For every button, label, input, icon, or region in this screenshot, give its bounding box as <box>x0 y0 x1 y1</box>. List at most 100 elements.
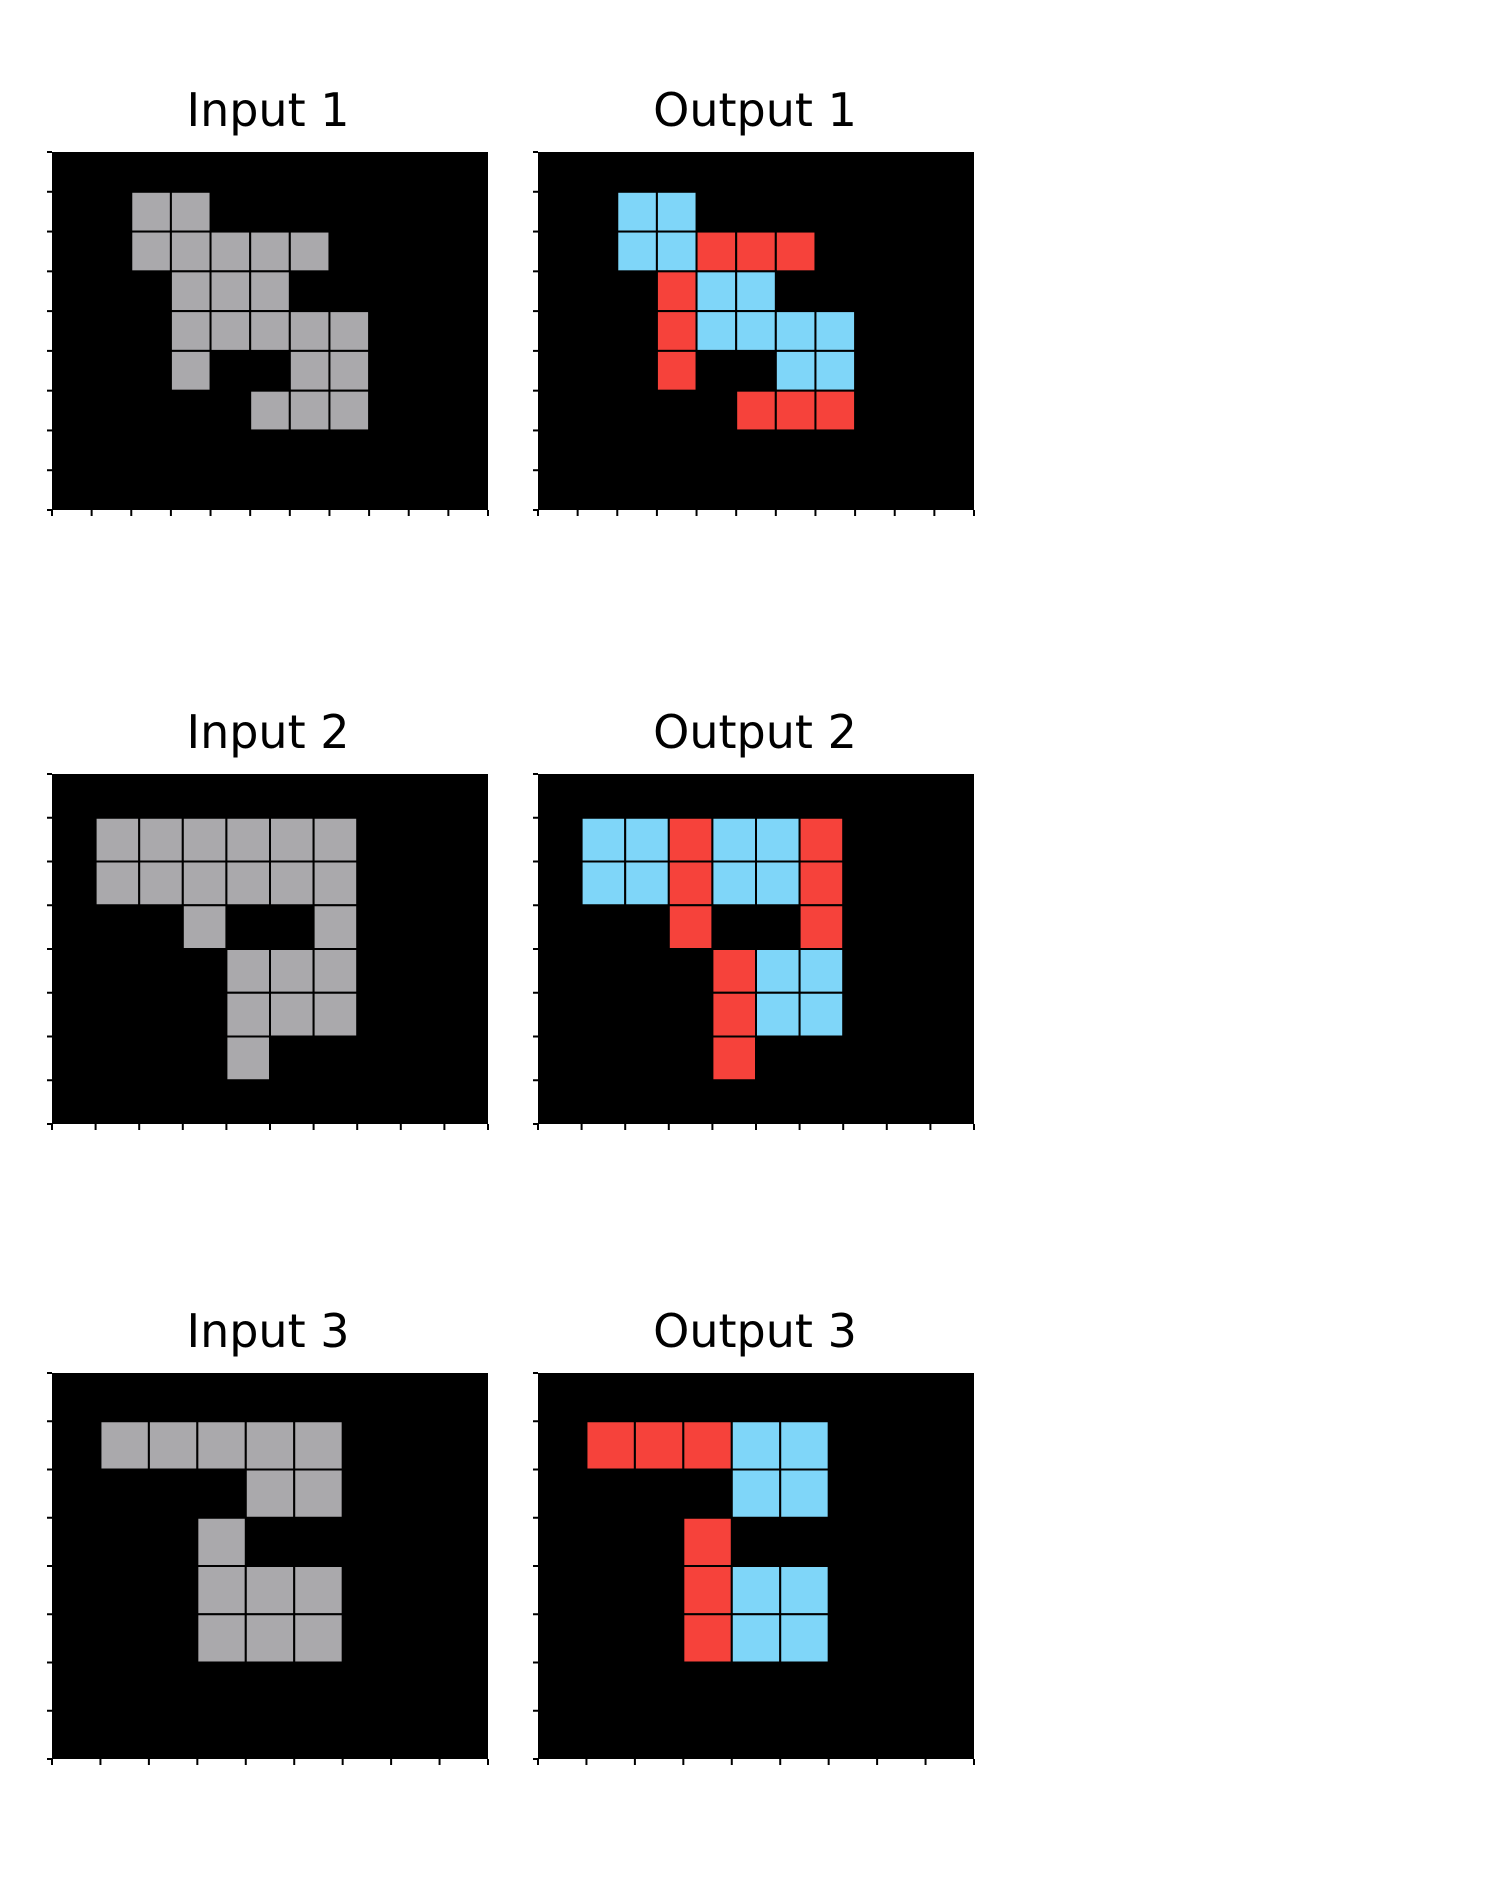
output-3-grid-cell-red <box>585 1420 636 1471</box>
input-1-grid-cell-gray <box>209 270 252 313</box>
output-2-grid-cell-red <box>798 904 845 950</box>
output-2-grid-cell-red <box>667 860 714 907</box>
output-2-grid-cell-red <box>798 860 845 907</box>
input-1-grid-cell-gray <box>209 310 252 352</box>
output-1-grid-cell-red <box>774 389 817 432</box>
input-3-grid-cell-gray <box>147 1420 199 1471</box>
input-2-grid-cell-gray <box>94 816 141 863</box>
output-2-grid <box>533 773 975 1130</box>
output-2-grid-cell-light-blue <box>711 860 758 907</box>
input-2-grid-cell-gray <box>312 860 359 907</box>
input-2-grid-cell-gray <box>312 904 359 950</box>
output-1-grid-cell-light-blue <box>735 310 777 352</box>
input-1-grid-cell-gray <box>328 310 371 352</box>
input-2-grid-cell-gray <box>269 816 315 863</box>
input-2-grid-cell-gray <box>269 948 315 994</box>
input-2-grid-cell-gray <box>269 860 315 907</box>
output-2-grid-cell-light-blue <box>798 991 845 1038</box>
output-3-grid-cell-light-blue <box>730 1565 782 1616</box>
output-3-grid-cell-light-blue <box>730 1420 782 1471</box>
input-2-grid-cell-gray <box>181 904 228 950</box>
output-1-grid-cell-light-blue <box>735 270 777 313</box>
output-2-grid-cell-light-blue <box>624 816 670 863</box>
input-1-grid-cell-gray <box>249 310 291 352</box>
input-1-grid-cell-gray <box>209 230 252 273</box>
input-3-grid-cell-gray <box>244 1420 296 1471</box>
output-3-grid-cell-red <box>682 1516 733 1567</box>
input-3-grid-cell-gray <box>244 1565 296 1616</box>
output-2-grid-cell-red <box>667 816 714 863</box>
output-2-grid-cell-light-blue <box>755 816 801 863</box>
input-1-grid-cell-gray <box>130 230 172 273</box>
output-3-title: Output 3 <box>653 1304 857 1358</box>
output-2-grid-cell-light-blue <box>798 948 845 994</box>
output-1-grid-cell-red <box>655 270 698 313</box>
output-3-grid-cell-light-blue <box>779 1613 830 1664</box>
input-3-grid-cell-gray <box>244 1468 296 1519</box>
input-3-grid-cell-gray <box>99 1420 150 1471</box>
output-1-grid-cell-light-blue <box>655 230 698 273</box>
input-2-grid-cell-gray <box>225 816 271 863</box>
output-2-grid-cell-light-blue <box>580 860 627 907</box>
input-2-grid-cell-gray <box>181 816 228 863</box>
output-2-grid-cell-light-blue <box>755 860 801 907</box>
input-1-grid-cell-gray <box>169 270 212 313</box>
output-1-grid-cell-red <box>735 389 777 432</box>
output-1-grid-cell-light-blue <box>814 349 857 392</box>
output-1-grid-cell-red <box>774 230 817 273</box>
output-1-grid-cell-red <box>695 230 738 273</box>
input-1-grid-cell-gray <box>169 230 212 273</box>
output-3-grid-cell-red <box>682 1613 733 1664</box>
input-1-grid-cell-gray <box>328 349 371 392</box>
output-1-grid-cell-light-blue <box>774 349 817 392</box>
input-2-grid-cell-gray <box>312 991 359 1038</box>
input-1-grid-cell-gray <box>249 270 291 313</box>
input-2-grid-cell-gray <box>312 948 359 994</box>
output-1-grid-cell-light-blue <box>695 270 738 313</box>
output-3-grid-cell-light-blue <box>779 1420 830 1471</box>
input-1-grid-cell-gray <box>328 389 371 432</box>
input-1-grid-cell-gray <box>288 230 331 273</box>
output-2-grid-cell-light-blue <box>755 948 801 994</box>
output-2-grid-cell-light-blue <box>580 816 627 863</box>
output-2-title: Output 2 <box>653 705 857 759</box>
input-3-grid-cell-gray <box>293 1613 344 1664</box>
output-3-grid-cell-red <box>633 1420 685 1471</box>
input-3-grid-cell-gray <box>196 1613 247 1664</box>
input-2-grid <box>47 773 489 1130</box>
output-1-grid-cell-light-blue <box>814 310 857 352</box>
input-2-title: Input 2 <box>187 705 350 759</box>
input-3-grid <box>47 1372 489 1765</box>
output-1-grid-cell-light-blue <box>616 230 658 273</box>
input-3-grid-cell-gray <box>293 1565 344 1616</box>
input-2-grid-cell-gray <box>225 991 271 1038</box>
output-3-grid-cell-light-blue <box>730 1613 782 1664</box>
input-1-grid-cell-gray <box>288 389 331 432</box>
input-3-grid-cell-gray <box>244 1613 296 1664</box>
output-3-grid-cell-light-blue <box>779 1565 830 1616</box>
output-2-grid-cell-light-blue <box>624 860 670 907</box>
output-2-grid-cell-light-blue <box>755 991 801 1038</box>
input-3-grid-cell-gray <box>196 1565 247 1616</box>
input-1-grid-cell-gray <box>169 190 212 233</box>
input-2-grid-cell-gray <box>269 991 315 1038</box>
output-1-grid-cell-red <box>655 310 698 352</box>
output-3-grid-cell-red <box>682 1420 733 1471</box>
output-2-grid-cell-red <box>798 816 845 863</box>
input-1-grid-cell-gray <box>249 389 291 432</box>
input-1-grid-cell-gray <box>288 310 331 352</box>
output-1-grid-cell-light-blue <box>616 190 658 233</box>
output-1-grid <box>533 151 975 516</box>
output-1-grid-cell-red <box>814 389 857 432</box>
output-1-grid-cell-red <box>735 230 777 273</box>
input-1-grid-cell-gray <box>288 349 331 392</box>
output-2-grid-cell-red <box>667 904 714 950</box>
input-3-grid-cell-gray <box>196 1516 247 1567</box>
input-3-grid-cell-gray <box>293 1468 344 1519</box>
input-2-grid-cell-gray <box>138 860 184 907</box>
output-1-grid-cell-light-blue <box>695 310 738 352</box>
input-3-title: Input 3 <box>187 1304 350 1358</box>
input-3-grid-cell-gray <box>293 1420 344 1471</box>
input-1-grid <box>47 151 489 516</box>
